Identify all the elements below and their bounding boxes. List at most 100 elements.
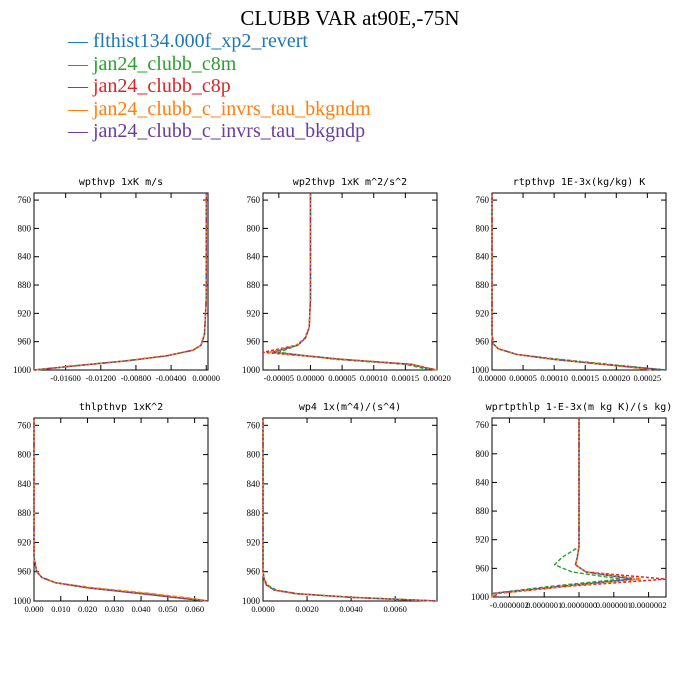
ytick-label-3-5: 960 xyxy=(18,567,32,577)
xtick-label-1-2: 0.00005 xyxy=(328,373,356,383)
panel-frame-1 xyxy=(262,192,438,371)
series-line-4-2 xyxy=(262,418,438,602)
series-line-0-3 xyxy=(33,193,208,371)
ytick-label-4-5: 960 xyxy=(247,567,261,577)
xtick-label-2-4: 0.00020 xyxy=(602,373,630,383)
ytick-label-5-0: 760 xyxy=(476,420,490,430)
xtick-label-0-1: -0.01200 xyxy=(86,373,116,383)
ytick-label-1-0: 760 xyxy=(247,195,261,205)
xtick-label-4-3: 0.0060 xyxy=(383,604,406,614)
legend-label-2: jan24_clubb_c8p xyxy=(93,75,231,97)
ytick-label-5-5: 960 xyxy=(476,563,490,573)
series-line-1-3 xyxy=(268,193,438,371)
ytick-label-1-3: 880 xyxy=(247,280,261,290)
figure-title: CLUBB VAR at90E,-75N xyxy=(240,6,460,30)
series-line-4-3 xyxy=(262,418,438,602)
series-line-0-1 xyxy=(33,193,207,371)
series-line-1-0 xyxy=(271,193,435,371)
series-line-2-2 xyxy=(491,193,660,371)
xtick-label-3-3: 0.030 xyxy=(105,604,124,614)
ytick-label-4-2: 840 xyxy=(247,479,261,489)
ytick-label-0-0: 760 xyxy=(18,195,32,205)
series-line-3-1 xyxy=(33,418,209,602)
series-line-4-4 xyxy=(262,418,438,602)
xtick-label-5-4: 0.0000002 xyxy=(631,600,667,610)
xtick-label-2-2: 0.00010 xyxy=(540,373,568,383)
xtick-label-3-1: 0.010 xyxy=(51,604,70,614)
panel-frame-3 xyxy=(33,417,209,602)
legend-label-1: jan24_clubb_c8m xyxy=(93,52,237,75)
series-line-0-4 xyxy=(33,193,207,371)
panel-title-1: wp2thvp 1xK m^2/s^2 xyxy=(293,177,407,188)
xtick-label-3-2: 0.020 xyxy=(78,604,97,614)
ytick-label-2-3: 880 xyxy=(476,280,490,290)
ytick-label-1-1: 800 xyxy=(247,223,261,233)
xtick-label-0-0: -0.01600 xyxy=(50,373,80,383)
xtick-label-2-0: 0.00000 xyxy=(478,373,506,383)
xtick-label-1-3: 0.00010 xyxy=(360,373,388,383)
xtick-label-3-5: 0.050 xyxy=(158,604,177,614)
series-line-5-0 xyxy=(491,418,632,597)
ytick-label-0-5: 960 xyxy=(18,337,32,347)
xtick-label-5-3: 0.0000001 xyxy=(596,600,632,610)
series-line-2-0 xyxy=(491,193,667,371)
panel-title-5: wprtpthlp 1-E-3x(m kg K)/(s kg) xyxy=(486,402,673,413)
ytick-label-2-6: 1000 xyxy=(471,365,490,375)
xtick-label-3-4: 0.040 xyxy=(132,604,151,614)
legend-label-0: flthist134.000f_xp2_revert xyxy=(93,30,308,52)
panel-title-3: thlpthvp 1xK^2 xyxy=(79,402,163,413)
xtick-label-5-1: 0.0000001 xyxy=(526,600,562,610)
series-line-2-4 xyxy=(491,193,667,371)
ytick-label-1-5: 960 xyxy=(247,337,261,347)
xtick-label-1-5: 0.00020 xyxy=(423,373,451,383)
xtick-label-5-0: -0.0000002 xyxy=(490,600,529,610)
series-line-4-1 xyxy=(262,418,438,602)
ytick-label-4-3: 880 xyxy=(247,508,261,518)
ytick-label-3-0: 760 xyxy=(18,420,32,430)
ytick-label-4-4: 920 xyxy=(247,537,261,547)
series-line-1-2 xyxy=(262,193,438,371)
ytick-label-3-4: 920 xyxy=(18,537,32,547)
xtick-label-0-2: -0.00800 xyxy=(121,373,151,383)
panel-frame-4 xyxy=(262,417,438,602)
legend-label-3: jan24_clubb_c_invrs_tau_bkgndm xyxy=(93,97,371,120)
legend-entry-4: — jan24_clubb_c_invrs_tau_bkgndp xyxy=(68,120,371,143)
legend-label-4: jan24_clubb_c_invrs_tau_bkgndp xyxy=(93,120,366,142)
ytick-label-3-2: 840 xyxy=(18,479,32,489)
panel-frame-0 xyxy=(33,192,209,371)
series-line-1-4 xyxy=(271,193,434,371)
series-line-0-2 xyxy=(33,193,207,371)
series-line-5-3 xyxy=(491,418,643,598)
xtick-label-4-1: 0.0020 xyxy=(295,604,318,614)
ytick-label-0-6: 1000 xyxy=(13,365,32,375)
xtick-label-2-3: 0.00015 xyxy=(571,373,599,383)
xtick-label-4-0: 0.0000 xyxy=(251,604,274,614)
ytick-label-0-2: 840 xyxy=(18,252,32,262)
legend-marker-3: — xyxy=(68,97,93,120)
xtick-label-1-4: 0.00015 xyxy=(392,373,420,383)
panel-frame-2 xyxy=(491,192,667,371)
series-line-0-0 xyxy=(33,193,207,371)
ytick-label-4-1: 800 xyxy=(247,450,261,460)
ytick-label-5-6: 1000 xyxy=(471,592,490,602)
ytick-label-5-4: 920 xyxy=(476,535,490,545)
series-line-1-1 xyxy=(278,193,431,371)
series-line-5-1 xyxy=(491,418,622,597)
ytick-label-4-6: 1000 xyxy=(242,596,261,606)
xtick-label-4-2: 0.0040 xyxy=(339,604,362,614)
ytick-label-2-4: 920 xyxy=(476,308,490,318)
xtick-label-5-2: 0.0000000 xyxy=(561,600,597,610)
legend-marker-4: — xyxy=(68,120,93,142)
ytick-label-5-1: 800 xyxy=(476,449,490,459)
ytick-label-5-2: 840 xyxy=(476,477,490,487)
ytick-label-5-3: 880 xyxy=(476,506,490,516)
series-line-3-3 xyxy=(33,418,209,602)
xtick-label-0-4: 0.00000 xyxy=(192,373,220,383)
ytick-label-1-6: 1000 xyxy=(242,365,261,375)
series-line-4-0 xyxy=(262,418,438,602)
ytick-label-3-3: 880 xyxy=(18,508,32,518)
ytick-label-3-6: 1000 xyxy=(13,596,32,606)
legend-entry-2: — jan24_clubb_c8p xyxy=(68,75,371,98)
series-line-2-3 xyxy=(491,193,654,371)
xtick-label-3-0: 0.000 xyxy=(24,604,43,614)
